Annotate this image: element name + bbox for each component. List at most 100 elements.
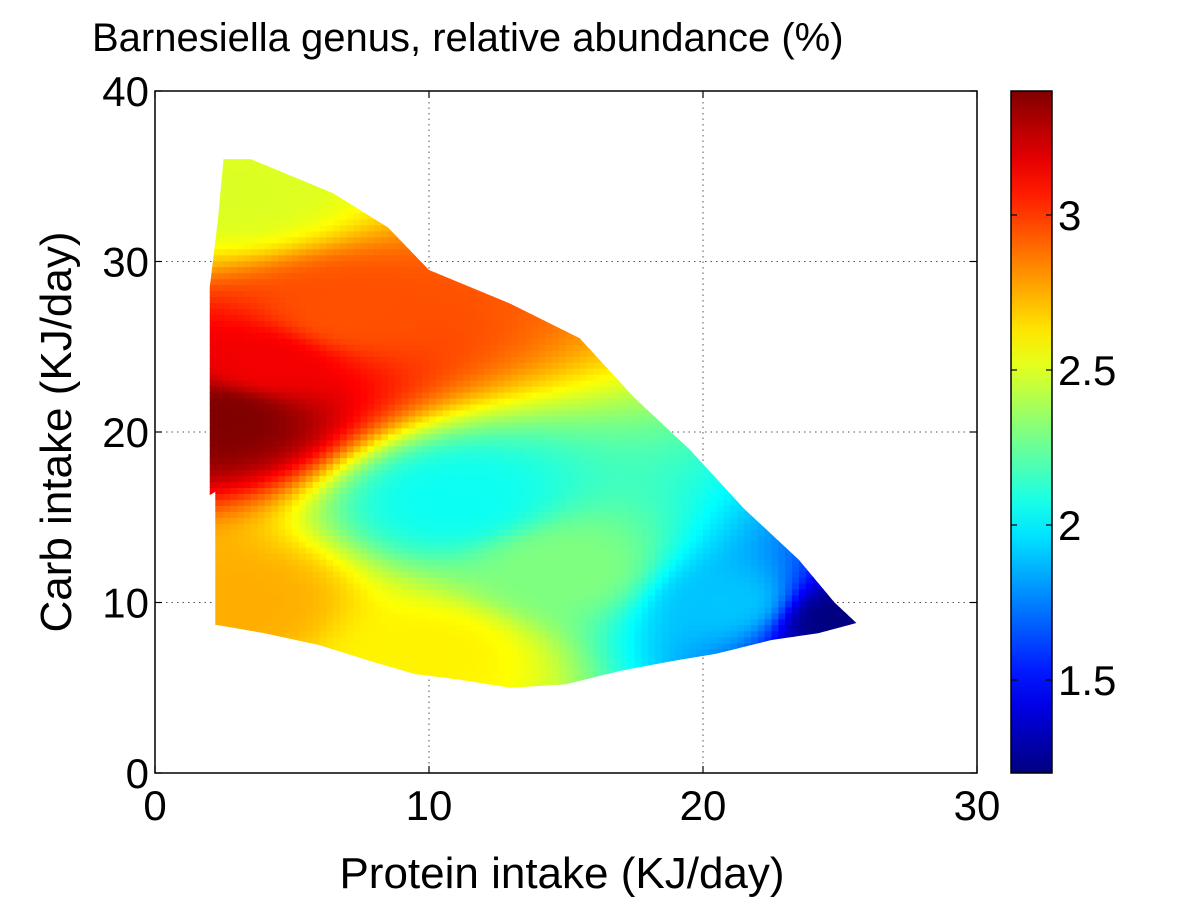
heatmap-cell xyxy=(367,314,374,321)
heatmap-cell xyxy=(265,308,272,315)
heatmap-cell xyxy=(271,261,279,268)
heatmap-cell xyxy=(470,308,477,315)
heatmap-cell xyxy=(409,291,416,298)
heatmap-cell xyxy=(313,297,320,304)
heatmap-cell xyxy=(361,267,369,274)
heatmap-cell xyxy=(511,344,518,351)
heatmap-cell xyxy=(450,541,457,548)
heatmap-cell xyxy=(470,481,477,488)
heatmap-cell xyxy=(443,440,451,447)
heatmap-cell xyxy=(292,308,300,315)
heatmap-cell xyxy=(436,661,443,668)
heatmap-cell xyxy=(552,338,560,345)
heatmap-cell xyxy=(552,589,560,596)
heatmap-cell xyxy=(340,452,347,459)
heatmap-cell xyxy=(498,505,505,512)
heatmap-cell xyxy=(319,481,327,488)
heatmap-cell xyxy=(230,183,237,190)
heatmap-cell xyxy=(230,529,237,536)
heatmap-cell xyxy=(470,320,477,327)
heatmap-cell xyxy=(271,416,279,423)
heatmap-cell xyxy=(559,672,567,679)
heatmap-cell xyxy=(333,386,341,393)
heatmap-cell xyxy=(525,649,532,656)
heatmap-cell xyxy=(258,279,266,286)
heatmap-cell xyxy=(271,458,279,465)
heatmap-cell xyxy=(306,476,314,483)
heatmap-cell xyxy=(244,595,251,602)
heatmap-cell xyxy=(306,344,314,351)
heatmap-cell xyxy=(224,613,231,620)
heatmap-cell xyxy=(552,666,560,673)
heatmap-cell xyxy=(429,553,437,560)
heatmap-cell xyxy=(319,332,327,339)
heatmap-cell xyxy=(484,577,491,584)
heatmap-cell xyxy=(251,165,258,172)
heatmap-cell xyxy=(237,404,245,411)
heatmap-cell xyxy=(217,344,224,351)
heatmap-cell xyxy=(278,481,285,488)
heatmap-cell xyxy=(552,523,560,530)
heatmap-cell xyxy=(409,487,416,494)
heatmap-cell xyxy=(237,273,245,280)
heatmap-cell xyxy=(237,267,245,274)
heatmap-cell xyxy=(326,535,334,542)
heatmap-cell xyxy=(450,666,457,673)
heatmap-cell xyxy=(525,368,532,375)
heatmap-cell xyxy=(224,368,231,375)
heatmap-cell xyxy=(511,452,518,459)
heatmap-cell xyxy=(518,374,526,381)
heatmap-cell xyxy=(491,487,499,494)
heatmap-cell xyxy=(381,374,388,381)
heatmap-cell xyxy=(402,350,410,357)
heatmap-cell xyxy=(354,386,362,393)
heatmap-cell xyxy=(463,302,471,309)
heatmap-cell xyxy=(443,583,451,590)
heatmap-cell xyxy=(278,404,285,411)
heatmap-cell xyxy=(299,529,306,536)
heatmap-cell xyxy=(224,386,231,393)
heatmap-cell xyxy=(347,344,354,351)
heatmap-cell xyxy=(518,517,526,524)
heatmap-cell xyxy=(244,428,251,435)
heatmap-cell xyxy=(299,380,306,387)
heatmap-cell xyxy=(361,607,369,614)
heatmap-cell xyxy=(504,547,512,554)
chart-title: Barnesiella genus, relative abundance (%… xyxy=(92,16,844,60)
heatmap-cell xyxy=(552,517,560,524)
heatmap-cell xyxy=(333,625,341,632)
heatmap-cell xyxy=(313,476,320,483)
heatmap-cell xyxy=(450,553,457,560)
heatmap-cell xyxy=(443,493,451,500)
heatmap-cell xyxy=(230,541,237,548)
heatmap-cell xyxy=(470,625,477,632)
heatmap-cell xyxy=(381,308,388,315)
heatmap-cell xyxy=(559,649,567,656)
heatmap-cell xyxy=(217,291,224,298)
heatmap-cell xyxy=(340,291,347,298)
heatmap-cell xyxy=(278,487,285,494)
heatmap-cell xyxy=(354,219,362,226)
heatmap-cell xyxy=(484,589,491,596)
heatmap-cell xyxy=(354,446,362,453)
heatmap-cell xyxy=(518,440,526,447)
heatmap-cell xyxy=(251,302,258,309)
heatmap-cell xyxy=(361,547,369,554)
heatmap-cell xyxy=(450,601,457,608)
heatmap-cell xyxy=(374,302,382,309)
heatmap-cell xyxy=(511,529,518,536)
heatmap-cell xyxy=(333,201,341,208)
heatmap-cell xyxy=(477,631,485,638)
heatmap-cell xyxy=(436,481,443,488)
heatmap-cell xyxy=(230,380,237,387)
heatmap-cell xyxy=(340,589,347,596)
heatmap-cell xyxy=(443,637,451,644)
heatmap-cell xyxy=(409,571,416,578)
heatmap-cell xyxy=(415,535,423,542)
heatmap-cell xyxy=(244,356,251,363)
heatmap-cell xyxy=(367,225,374,232)
heatmap-cell xyxy=(552,547,560,554)
heatmap-cell xyxy=(224,380,231,387)
heatmap-cell xyxy=(299,189,306,196)
heatmap-cell xyxy=(299,410,306,417)
